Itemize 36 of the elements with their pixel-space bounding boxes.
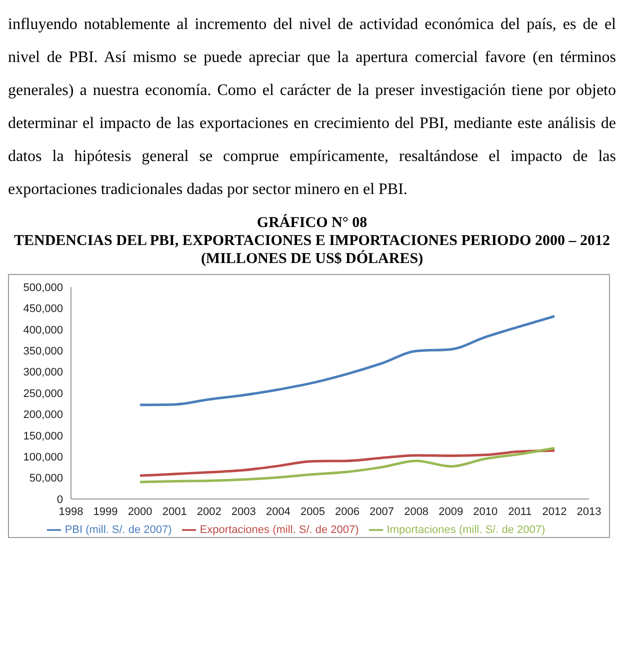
y-tick-label: 300,000 [23,366,63,379]
legend-label: Importaciones (mill. S/. de 2007) [386,524,546,536]
legend-label: PBI (mill. S/. de 2007) [64,524,172,536]
x-tick-label: 2005 [300,506,325,518]
y-tick-label: 400,000 [23,324,63,336]
line-series [138,446,556,484]
line-series [138,449,556,477]
x-tick-label: 2009 [438,506,464,518]
chart-subtitle: TENDENCIAS DEL PBI, EXPORTACIONES E IMPORTACIONES PERIODO 2000 – 2012 (MILLONES DE US$ DÓLARES) [13,232,611,268]
y-tick-label: 200,000 [23,409,63,422]
y-tick-label: 450,000 [23,303,63,316]
x-tick-label: 2008 [404,506,429,518]
x-tick-label: 2002 [196,506,222,518]
x-tick-label: 1998 [58,506,84,518]
x-tick-label: 1999 [93,506,118,518]
x-tick-label: 2013 [576,506,602,518]
x-tick-label: 2001 [162,506,187,518]
y-tick-label: 100,000 [23,452,63,464]
y-tick-label: 350,000 [23,346,63,358]
text: influyendo notablemente al incremento del nivel de actividad económica del país, es de el nivel de PBI. Así mismo se puede apreciar que la apertura comercial favore (en términos generales) a nuestra economía. Como el carácter de la preser investigación tiene por objeto determinar el impacto de las exportaciones en crecimiento del PBI, mediante este análisis de datos la hipótesis general se comprue empíricamente, resaltándose el impacto de las exportaciones tradicionales dadas por sector minero en el PBI. [8,15,616,200]
x-tick-label: 2004 [266,506,290,518]
y-tick-label: 500,000 [23,282,63,294]
chart-title: GRÁFICO N° 08 [256,214,368,232]
y-tick-label: 0 [56,494,63,506]
y-tick-label: 250,000 [23,388,63,400]
y-tick-label: 150,000 [23,430,63,442]
line-series [138,315,556,406]
legend-label: Exportaciones (mill. S/. de 2007) [200,524,359,536]
x-tick-label: 2000 [128,506,152,518]
y-tick-label: 50,000 [29,472,63,485]
x-tick-label: 2010 [473,506,498,518]
x-tick-label: 2006 [335,506,360,518]
x-tick-label: 2012 [542,506,567,518]
x-tick-label: 2003 [231,506,256,518]
x-tick-label: 2007 [370,506,394,518]
x-tick-label: 2011 [508,506,532,518]
